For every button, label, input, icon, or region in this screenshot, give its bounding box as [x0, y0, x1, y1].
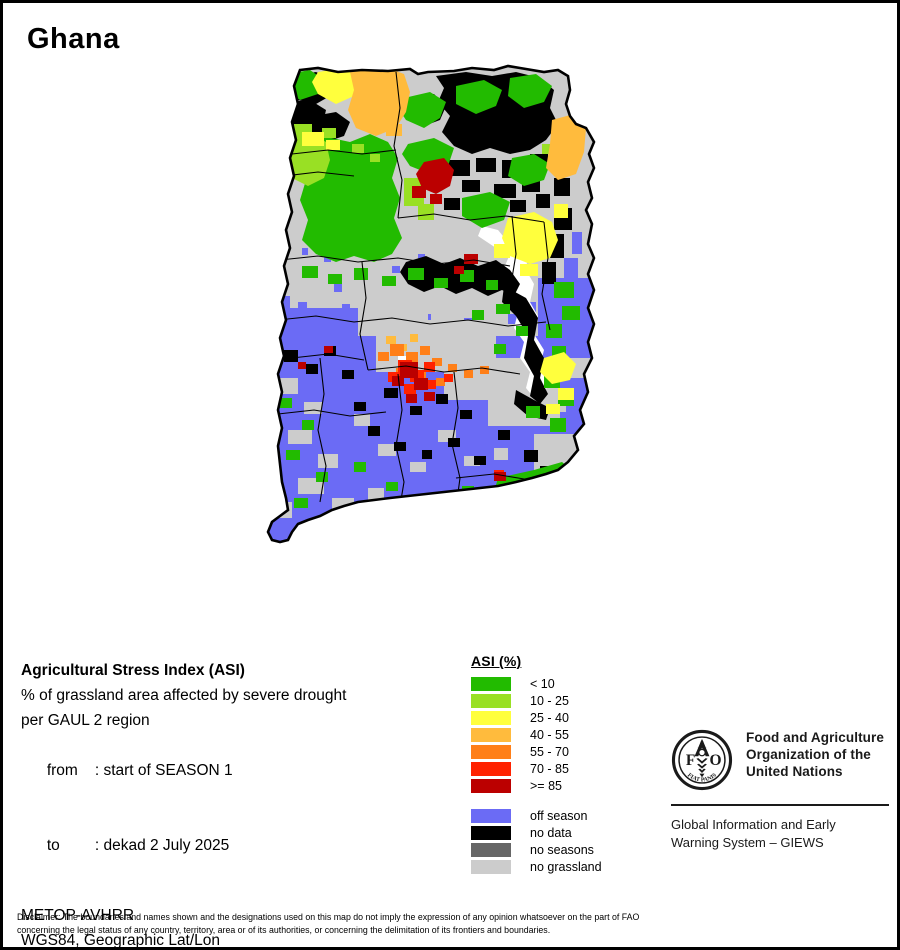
legend-class-swatch: [471, 779, 511, 793]
period-to-row: to : dekad 2 July 2025: [21, 808, 451, 883]
legend-class-swatch: [471, 762, 511, 776]
giews-name: Global Information and Early Warning Sys…: [671, 816, 891, 852]
asi-class-40-55: [348, 66, 586, 351]
map-description: Agricultural Stress Index (ASI) % of gra…: [21, 658, 451, 949]
legend-class-row: 25 - 40: [471, 710, 602, 726]
svg-text:O: O: [709, 752, 721, 769]
legend-class-swatch: [471, 745, 511, 759]
period-to-key: to: [46, 837, 60, 854]
legend-title: ASI (%): [471, 653, 522, 669]
legend-special-swatch: [471, 843, 511, 857]
legend-class-row: >= 85: [471, 778, 602, 794]
fao-logo-row: F A O FIAT PANIS Food and Agriculture Or…: [671, 729, 891, 791]
legend-class-list: < 10 10 - 25 25 - 40 40 - 55 55 - 70 70 - 85 >…: [471, 676, 602, 794]
legend-special-label: off season: [530, 809, 588, 823]
svg-text:FIAT PANIS: FIAT PANIS: [686, 772, 718, 783]
legend-special-row: no grassland: [471, 859, 602, 875]
legend-class-swatch: [471, 677, 511, 691]
fao-emblem-icon: F A O FIAT PANIS: [671, 729, 733, 791]
description-gap: [21, 883, 451, 903]
fao-name: Food and Agriculture Organization of the…: [746, 729, 884, 780]
legend-class-row: 55 - 70: [471, 744, 602, 760]
legend-special-label: no grassland: [530, 860, 602, 874]
description-subtitle-2: per GAUL 2 region: [21, 712, 150, 729]
legend-special-row: off season: [471, 808, 602, 824]
period-from-value: : start of SEASON 1: [94, 762, 233, 779]
asi-class-gte85: [298, 158, 506, 481]
giews-line-1: Global Information and Early: [671, 817, 836, 832]
legend-special-list: off season no data no seasons no grassland: [471, 808, 602, 875]
projection-label: WGS84, Geographic Lat/Lon: [21, 932, 221, 949]
disclaimer-line-2: concerning the legal status of any count…: [17, 925, 551, 935]
description-heading: Agricultural Stress Index (ASI): [21, 662, 245, 679]
legend-class-label: 40 - 55: [530, 728, 569, 742]
legend-class-swatch: [471, 711, 511, 725]
sensor-label: METOP-AVHRR: [21, 907, 135, 924]
legend-special-row: no seasons: [471, 842, 602, 858]
legend-class-label: < 10: [530, 677, 555, 691]
map-legend: ASI (%) < 10 10 - 25 25 - 40 40 - 55 55 - 70…: [471, 653, 602, 876]
svg-text:A: A: [698, 738, 707, 751]
period-to-value: : dekad 2 July 2025: [94, 837, 230, 854]
legend-special-swatch: [471, 826, 511, 840]
legend-class-row: < 10: [471, 676, 602, 692]
legend-class-label: 55 - 70: [530, 745, 569, 759]
legend-class-row: 10 - 25: [471, 693, 602, 709]
fao-name-line-3: United Nations: [746, 764, 843, 779]
fao-branding: F A O FIAT PANIS Food and Agriculture Or…: [671, 729, 891, 852]
legend-class-swatch: [471, 694, 511, 708]
fao-name-line-2: Organization of the: [746, 747, 871, 762]
description-subtitle-1: % of grassland area affected by severe d…: [21, 687, 347, 704]
legend-class-row: 70 - 85: [471, 761, 602, 777]
disclaimer: Disclaimer: The boundaries and names sho…: [17, 911, 887, 937]
legend-special-swatch: [471, 809, 511, 823]
legend-class-label: >= 85: [530, 779, 562, 793]
legend-class-label: 70 - 85: [530, 762, 569, 776]
period-from-row: from : start of SEASON 1: [21, 733, 451, 808]
legend-class-label: 10 - 25: [530, 694, 569, 708]
fao-divider: [671, 804, 889, 806]
fao-name-line-1: Food and Agriculture: [746, 730, 884, 745]
legend-special-swatch: [471, 860, 511, 874]
legend-special-label: no data: [530, 826, 572, 840]
legend-class-swatch: [471, 728, 511, 742]
legend-class-row: 40 - 55: [471, 727, 602, 743]
period-from-key: from: [46, 762, 78, 779]
map-raster-layer: [268, 66, 594, 542]
svg-text:F: F: [686, 752, 695, 769]
page-title: Ghana: [27, 23, 120, 55]
map-svg: [266, 64, 596, 544]
legend-special-label: no seasons: [530, 843, 594, 857]
giews-line-2: Warning System – GIEWS: [671, 835, 824, 850]
legend-spacer: [471, 795, 602, 808]
ghana-asi-map: [258, 58, 608, 603]
legend-special-row: no data: [471, 825, 602, 841]
disclaimer-line-1: Disclaimer: The boundaries and names sho…: [17, 912, 640, 922]
legend-class-label: 25 - 40: [530, 711, 569, 725]
